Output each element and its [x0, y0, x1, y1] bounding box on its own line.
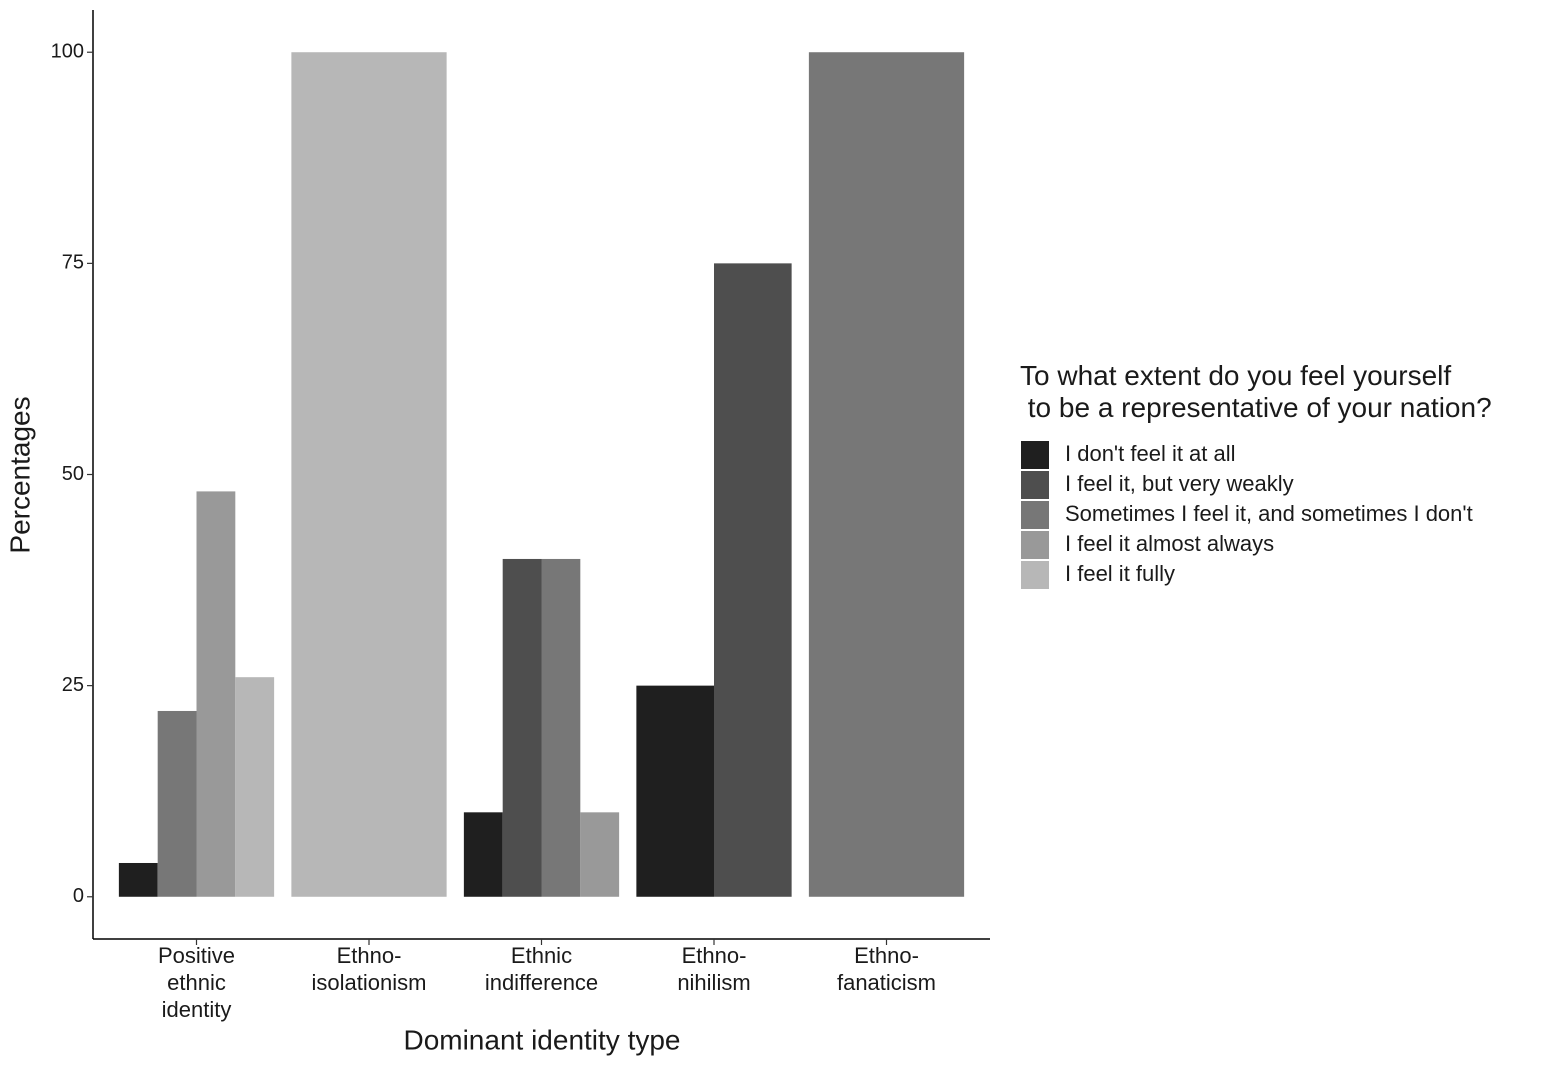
legend-swatch — [1021, 441, 1049, 469]
bar — [808, 52, 965, 897]
x-axis-title: Dominant identity type — [403, 1024, 680, 1055]
y-tick-label: 25 — [62, 674, 84, 696]
bar — [463, 812, 503, 897]
x-tick-label: Ethno-fanaticism — [837, 943, 936, 995]
x-tick-label: Ethno-nihilism — [677, 943, 750, 995]
legend-swatch — [1021, 561, 1049, 589]
y-tick-label: 50 — [62, 463, 84, 485]
legend-label: I feel it, but very weakly — [1065, 471, 1294, 496]
bar — [714, 263, 792, 897]
y-tick-label: 75 — [62, 252, 84, 274]
legend-label: I feel it fully — [1065, 561, 1175, 586]
x-tick-label: Positive ethnic identity — [158, 943, 235, 1022]
x-tick-label: Ethno-isolationism — [312, 943, 427, 995]
bar — [580, 812, 620, 897]
legend-title: To what extent do you feel yourself to b… — [1020, 360, 1492, 423]
bar — [196, 491, 236, 897]
bar — [636, 685, 714, 897]
y-axis-title: Percentages — [4, 396, 35, 553]
legend-swatch — [1021, 501, 1049, 529]
legend-label: I don't feel it at all — [1065, 441, 1236, 466]
bar — [541, 558, 581, 897]
bar — [235, 677, 275, 897]
bar — [291, 52, 447, 897]
y-tick-label: 100 — [51, 41, 84, 63]
y-tick-label: 0 — [73, 885, 84, 907]
bar — [157, 710, 197, 897]
bar — [118, 862, 158, 897]
legend-label: I feel it almost always — [1065, 531, 1274, 556]
x-tick-label: Ethnic indifference — [485, 943, 598, 995]
legend-label: Sometimes I feel it, and sometimes I don… — [1065, 501, 1473, 526]
bar — [502, 558, 542, 897]
legend-swatch — [1021, 471, 1049, 499]
legend-swatch — [1021, 531, 1049, 559]
